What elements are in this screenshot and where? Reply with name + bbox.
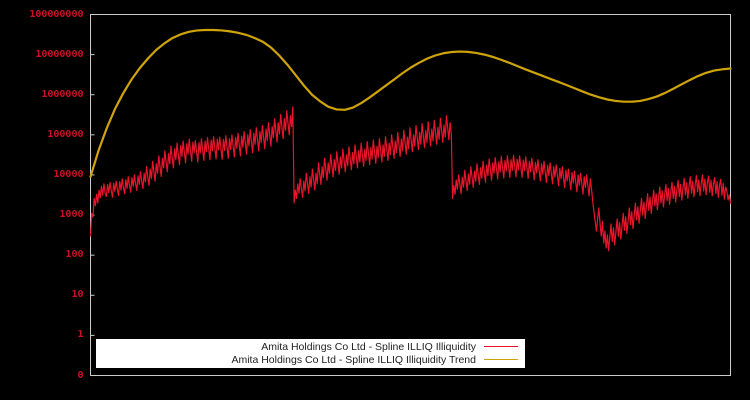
y-axis-tick-label: 10000000: [35, 48, 84, 60]
y-axis-tick-label: 10: [71, 289, 84, 301]
legend-item: Amita Holdings Co Ltd - Spline ILLIQ Ill…: [97, 340, 524, 353]
y-axis-tick-label: 1: [77, 329, 84, 341]
plot-frame: [90, 14, 731, 376]
legend-label-illiquidity: Amita Holdings Co Ltd - Spline ILLIQ Ill…: [261, 340, 476, 353]
y-axis-tick-label: 1000000: [41, 88, 84, 100]
data-series-group: [89, 28, 732, 252]
y-axis-tick-label: 100: [65, 249, 84, 261]
legend-swatch-illiquidity-trend: [484, 359, 518, 360]
chart-legend[interactable]: Amita Holdings Co Ltd - Spline ILLIQ Ill…: [96, 339, 525, 368]
legend-label-illiquidity-trend: Amita Holdings Co Ltd - Spline ILLIQ Ill…: [231, 353, 476, 366]
y-axis-tick-label: 100000: [47, 128, 84, 140]
legend-swatch-illiquidity: [484, 346, 518, 347]
y-axis-tick-label: 1000: [59, 209, 84, 221]
y-axis-tick-label: 10000: [53, 168, 84, 180]
y-axis-tick-label: 100000000: [29, 8, 84, 20]
y-axis-tick-marks: [90, 14, 95, 376]
y-axis-tick-label: 0: [77, 369, 84, 381]
series-line-illiquidity: [89, 106, 732, 252]
series-line-illiquidity-trend: [89, 28, 732, 178]
legend-item: Amita Holdings Co Ltd - Spline ILLIQ Ill…: [97, 353, 524, 366]
